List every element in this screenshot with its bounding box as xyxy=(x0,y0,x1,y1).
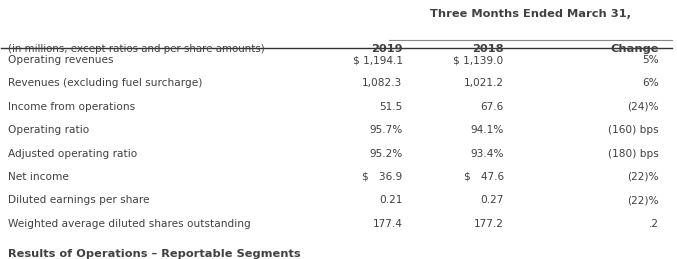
Text: 93.4%: 93.4% xyxy=(471,148,504,159)
Text: 51.5: 51.5 xyxy=(379,102,403,112)
Text: Operating ratio: Operating ratio xyxy=(8,125,89,135)
Text: 94.1%: 94.1% xyxy=(471,125,504,135)
Text: (22)%: (22)% xyxy=(627,172,659,182)
Text: 177.2: 177.2 xyxy=(474,219,504,229)
Text: 1,082.3: 1,082.3 xyxy=(362,78,403,88)
Text: (22)%: (22)% xyxy=(627,195,659,205)
Text: 2018: 2018 xyxy=(472,44,504,54)
Text: Net income: Net income xyxy=(8,172,69,182)
Text: Adjusted operating ratio: Adjusted operating ratio xyxy=(8,148,137,159)
Text: 5%: 5% xyxy=(642,55,659,65)
Text: Diluted earnings per share: Diluted earnings per share xyxy=(8,195,150,205)
Text: $ 1,194.1: $ 1,194.1 xyxy=(353,55,403,65)
Text: 2019: 2019 xyxy=(371,44,403,54)
Text: $ 1,139.0: $ 1,139.0 xyxy=(454,55,504,65)
Text: 67.6: 67.6 xyxy=(481,102,504,112)
Text: $   47.6: $ 47.6 xyxy=(464,172,504,182)
Text: Weighted average diluted shares outstanding: Weighted average diluted shares outstand… xyxy=(8,219,251,229)
Text: (180) bps: (180) bps xyxy=(608,148,659,159)
Text: $   36.9: $ 36.9 xyxy=(362,172,403,182)
Text: 177.4: 177.4 xyxy=(372,219,403,229)
Text: Income from operations: Income from operations xyxy=(8,102,135,112)
Text: (in millions, except ratios and per share amounts): (in millions, except ratios and per shar… xyxy=(8,44,265,54)
Text: .2: .2 xyxy=(649,219,659,229)
Text: (24)%: (24)% xyxy=(627,102,659,112)
Text: 95.2%: 95.2% xyxy=(369,148,403,159)
Text: 6%: 6% xyxy=(642,78,659,88)
Text: 0.27: 0.27 xyxy=(480,195,504,205)
Text: Revenues (excluding fuel surcharge): Revenues (excluding fuel surcharge) xyxy=(8,78,202,88)
Text: 95.7%: 95.7% xyxy=(369,125,403,135)
Text: Three Months Ended March 31,: Three Months Ended March 31, xyxy=(430,9,631,19)
Text: Change: Change xyxy=(610,44,659,54)
Text: 0.21: 0.21 xyxy=(379,195,403,205)
Text: Results of Operations – Reportable Segments: Results of Operations – Reportable Segme… xyxy=(8,249,301,259)
Text: 1,021.2: 1,021.2 xyxy=(464,78,504,88)
Text: (160) bps: (160) bps xyxy=(608,125,659,135)
Text: Operating revenues: Operating revenues xyxy=(8,55,114,65)
